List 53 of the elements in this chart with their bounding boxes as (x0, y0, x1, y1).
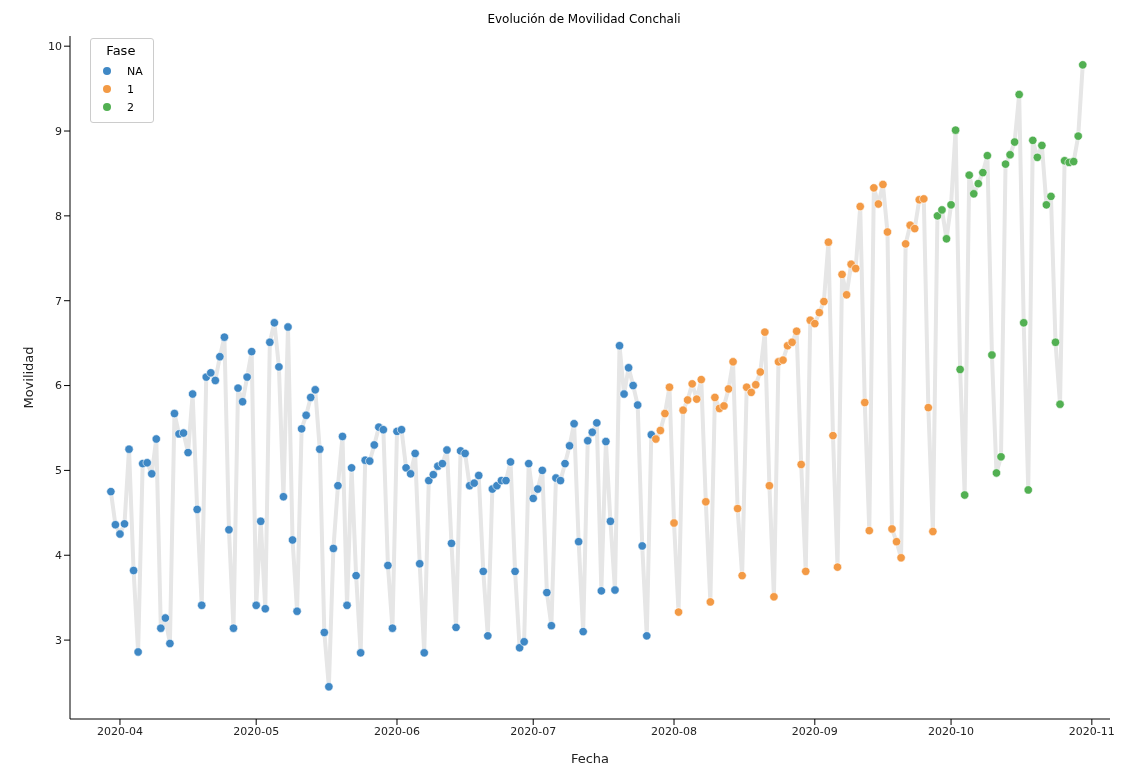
legend-label: 1 (127, 82, 134, 96)
point (1032, 152, 1042, 162)
y-axis-title: Movilidad (20, 346, 36, 409)
legend-title: Fase (105, 43, 137, 58)
point (978, 168, 988, 178)
x-tick-label: 2020-10 (928, 724, 975, 738)
point (960, 490, 970, 500)
x-tick-label: 2020-04 (96, 724, 143, 738)
point (1023, 485, 1033, 495)
point (937, 205, 947, 215)
x-tick-label: 2020-11 (1068, 724, 1115, 738)
y-tick-label: 9 (55, 124, 62, 138)
point (1041, 200, 1051, 210)
x-tick-label: 2020-08 (651, 724, 697, 738)
point (1014, 90, 1024, 100)
y-tick-label: 3 (55, 634, 62, 647)
y-tick-label: 5 (55, 464, 62, 478)
point (991, 468, 1001, 478)
point (1069, 157, 1079, 167)
point (1019, 318, 1029, 328)
y-tick-label: 10 (48, 40, 62, 54)
point (951, 125, 961, 135)
x-axis-title: Fecha (570, 751, 610, 766)
point (1046, 191, 1056, 201)
chart-title: Evolución de Movilidad Conchali (486, 11, 682, 28)
point (1010, 137, 1020, 147)
point (1073, 131, 1083, 141)
legend-label: 2 (127, 100, 134, 114)
point (1028, 135, 1038, 145)
y-tick-label: 7 (55, 294, 62, 308)
point (973, 179, 983, 189)
point (955, 364, 965, 374)
x-tick-label: 2020-07 (510, 724, 557, 738)
legend-label: NA (127, 64, 143, 78)
point (1051, 337, 1060, 347)
point (1078, 60, 1088, 70)
point (1055, 399, 1065, 409)
x-tick-label: 2020-05 (233, 724, 280, 738)
point (982, 151, 992, 161)
point (946, 200, 956, 210)
point (964, 170, 974, 180)
point (996, 452, 1006, 462)
point (1037, 140, 1047, 150)
point (1005, 150, 1015, 160)
x-tick-label: 2020-09 (791, 724, 838, 738)
point (942, 234, 952, 244)
y-tick-label: 4 (55, 549, 62, 563)
point (987, 350, 997, 360)
x-tick-label: 2020-06 (374, 724, 420, 738)
y-tick-label: 8 (55, 209, 62, 223)
y-tick-label: 6 (55, 379, 62, 393)
point (969, 189, 979, 199)
point (1001, 159, 1011, 169)
